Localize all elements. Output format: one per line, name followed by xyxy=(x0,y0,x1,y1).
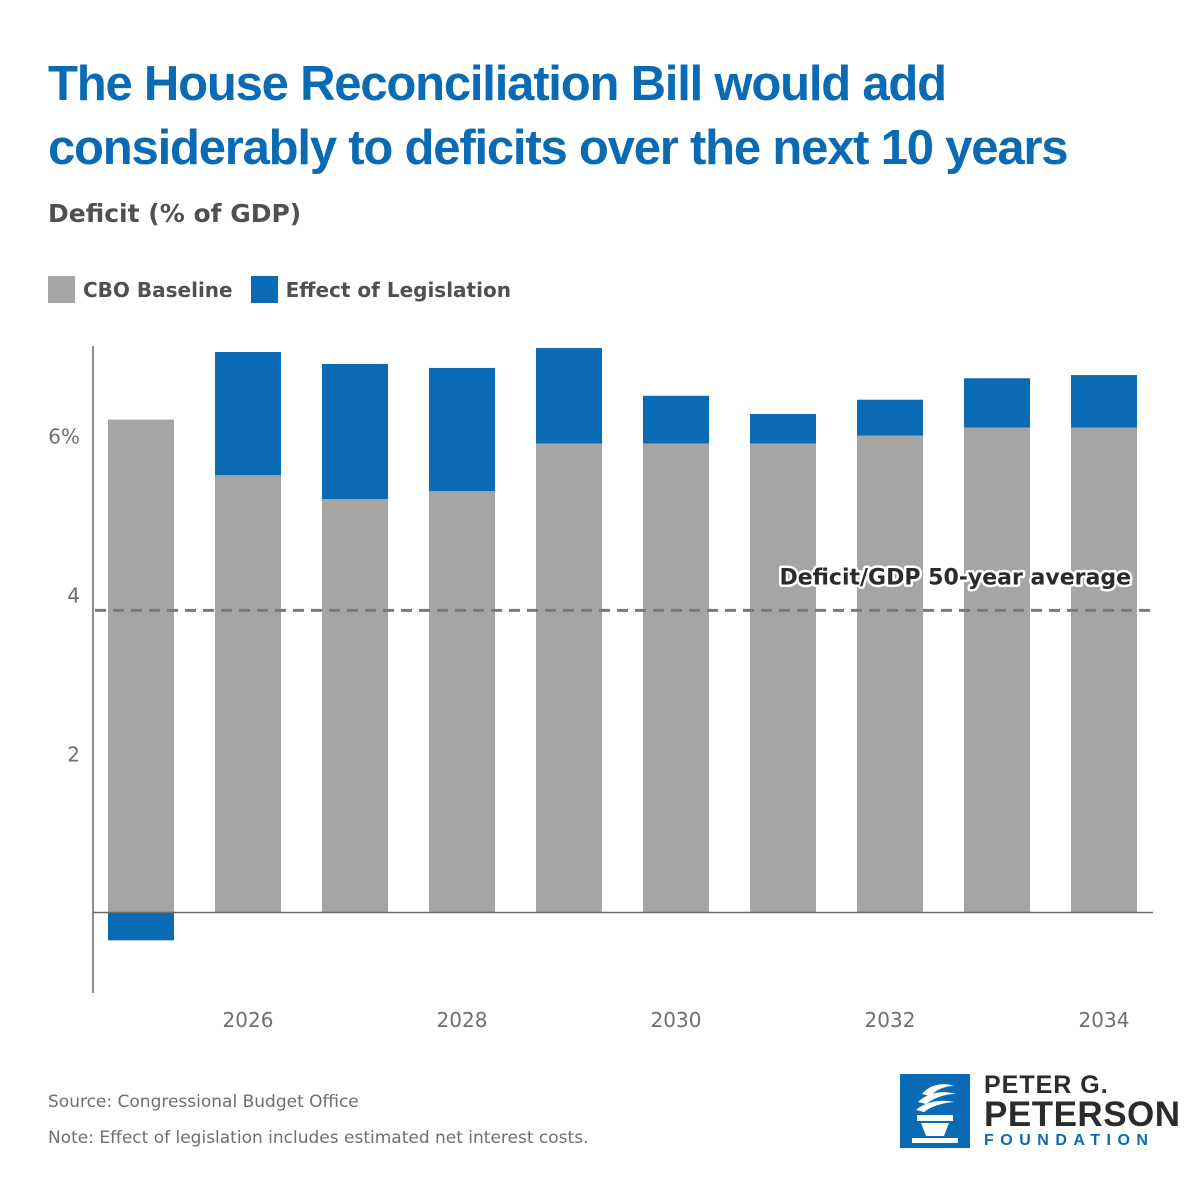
legend-swatch-baseline xyxy=(48,276,75,303)
logo-wordmark: PETER G. PETERSON FOUNDATION xyxy=(984,1072,1181,1150)
bar-baseline-2029 xyxy=(536,443,602,913)
footnote: Note: Effect of legislation includes est… xyxy=(48,1128,589,1148)
bar-legislation-2029 xyxy=(536,348,602,444)
source-note: Source: Congressional Budget Office xyxy=(48,1092,359,1112)
y-tick-label: 2 xyxy=(67,743,80,767)
chart-title: The House Reconciliation Bill would add … xyxy=(48,57,1069,175)
legend-swatch-legislation xyxy=(250,276,278,303)
legend-item-baseline: CBO Baseline xyxy=(48,276,233,303)
bar-baseline-2025 xyxy=(108,419,174,913)
logo-line3: FOUNDATION xyxy=(984,1132,1155,1149)
bar-baseline-2030 xyxy=(643,443,709,913)
bar-legislation-2031 xyxy=(750,414,816,444)
axes-group xyxy=(92,346,1153,993)
bar-legislation-2028 xyxy=(429,367,495,492)
peterson-foundation-logo: PETER G. PETERSON FOUNDATION xyxy=(900,1072,1180,1149)
ticks-group: 2 4 6% 2026 2028 2030 2032 2034 xyxy=(48,425,1129,1033)
bar-baseline-2034 xyxy=(1071,427,1137,913)
bar-legislation-2030 xyxy=(643,395,709,444)
x-tick-label: 2032 xyxy=(865,1008,916,1032)
legend-label-baseline: CBO Baseline xyxy=(83,277,233,302)
bar-baseline-2027 xyxy=(322,499,388,913)
logo-line2: PETERSON xyxy=(984,1095,1181,1134)
torch-icon xyxy=(900,1074,970,1148)
bar-legislation-2033 xyxy=(964,378,1030,428)
bar-legislation-2027 xyxy=(322,363,388,500)
legend-label-legislation: Effect of Legislation xyxy=(285,277,511,302)
legend-item-legislation: Effect of Legislation xyxy=(250,276,511,303)
bar-baseline-2032 xyxy=(857,435,923,913)
y-tick-label: 6% xyxy=(48,425,80,449)
y-tick-label: 4 xyxy=(67,584,80,608)
bar-legislation-2032 xyxy=(857,399,923,436)
chart-subtitle: Deficit (% of GDP) xyxy=(48,199,302,228)
bar-baseline-2031 xyxy=(750,443,816,913)
bar-legislation-2025 xyxy=(108,912,174,941)
x-tick-label: 2026 xyxy=(223,1008,274,1032)
bar-legislation-2026 xyxy=(215,352,281,476)
bars-group xyxy=(108,348,1137,941)
logo-line1: PETER G. xyxy=(984,1071,1109,1099)
bar-baseline-2028 xyxy=(429,491,495,913)
x-tick-label: 2030 xyxy=(651,1008,702,1032)
reference-line-group: Deficit/GDP 50-year average xyxy=(95,563,1153,612)
x-tick-label: 2034 xyxy=(1079,1008,1130,1032)
bar-legislation-2034 xyxy=(1071,375,1137,428)
bar-baseline-2033 xyxy=(964,427,1030,913)
x-tick-label: 2028 xyxy=(437,1008,488,1032)
chart-legend: CBO Baseline Effect of Legislation xyxy=(48,276,529,303)
fifty-year-average-label: Deficit/GDP 50-year average xyxy=(779,565,1131,590)
bar-baseline-2026 xyxy=(215,475,281,913)
